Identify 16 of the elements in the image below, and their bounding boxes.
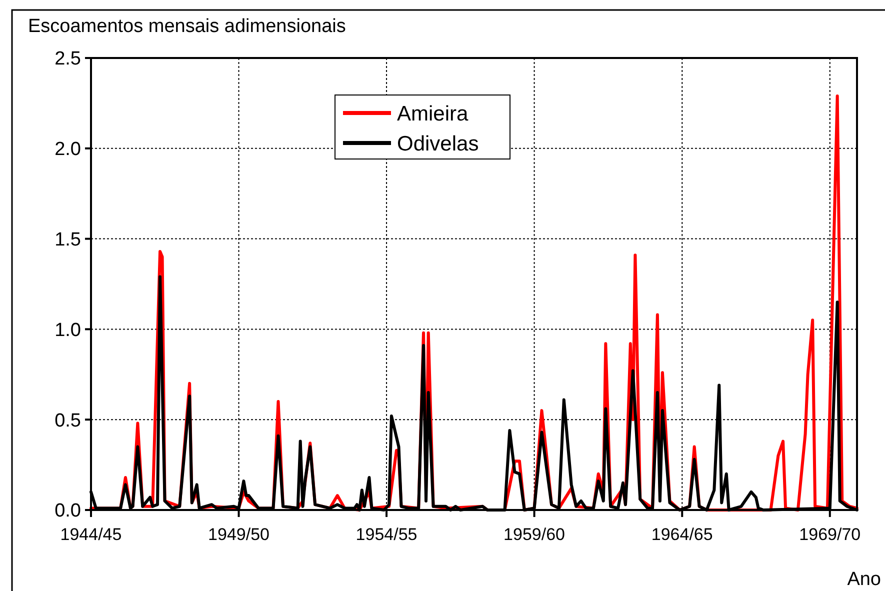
- x-axis-title: Ano: [847, 569, 881, 590]
- y-tick-label: 0.5: [54, 410, 81, 432]
- y-tick-label: 0.0: [54, 500, 81, 522]
- x-tick-label: 1959/60: [504, 525, 566, 544]
- x-tick-label: 1964/65: [651, 525, 713, 544]
- legend-label: Odivelas: [397, 132, 479, 156]
- legend-label: Amieira: [397, 102, 469, 126]
- x-tick-label: 1954/55: [356, 525, 418, 544]
- y-tick-label: 2.5: [54, 48, 81, 70]
- x-tick-label: 1944/45: [60, 525, 122, 544]
- x-tick-label: 1969/70: [799, 525, 861, 544]
- x-tick-label: 1949/50: [208, 525, 270, 544]
- y-tick-label: 1.0: [54, 320, 81, 341]
- y-tick-label: 2.0: [54, 139, 81, 160]
- chart-title: Escoamentos mensais adimensionais: [28, 16, 346, 37]
- y-tick-label: 1.5: [54, 229, 81, 250]
